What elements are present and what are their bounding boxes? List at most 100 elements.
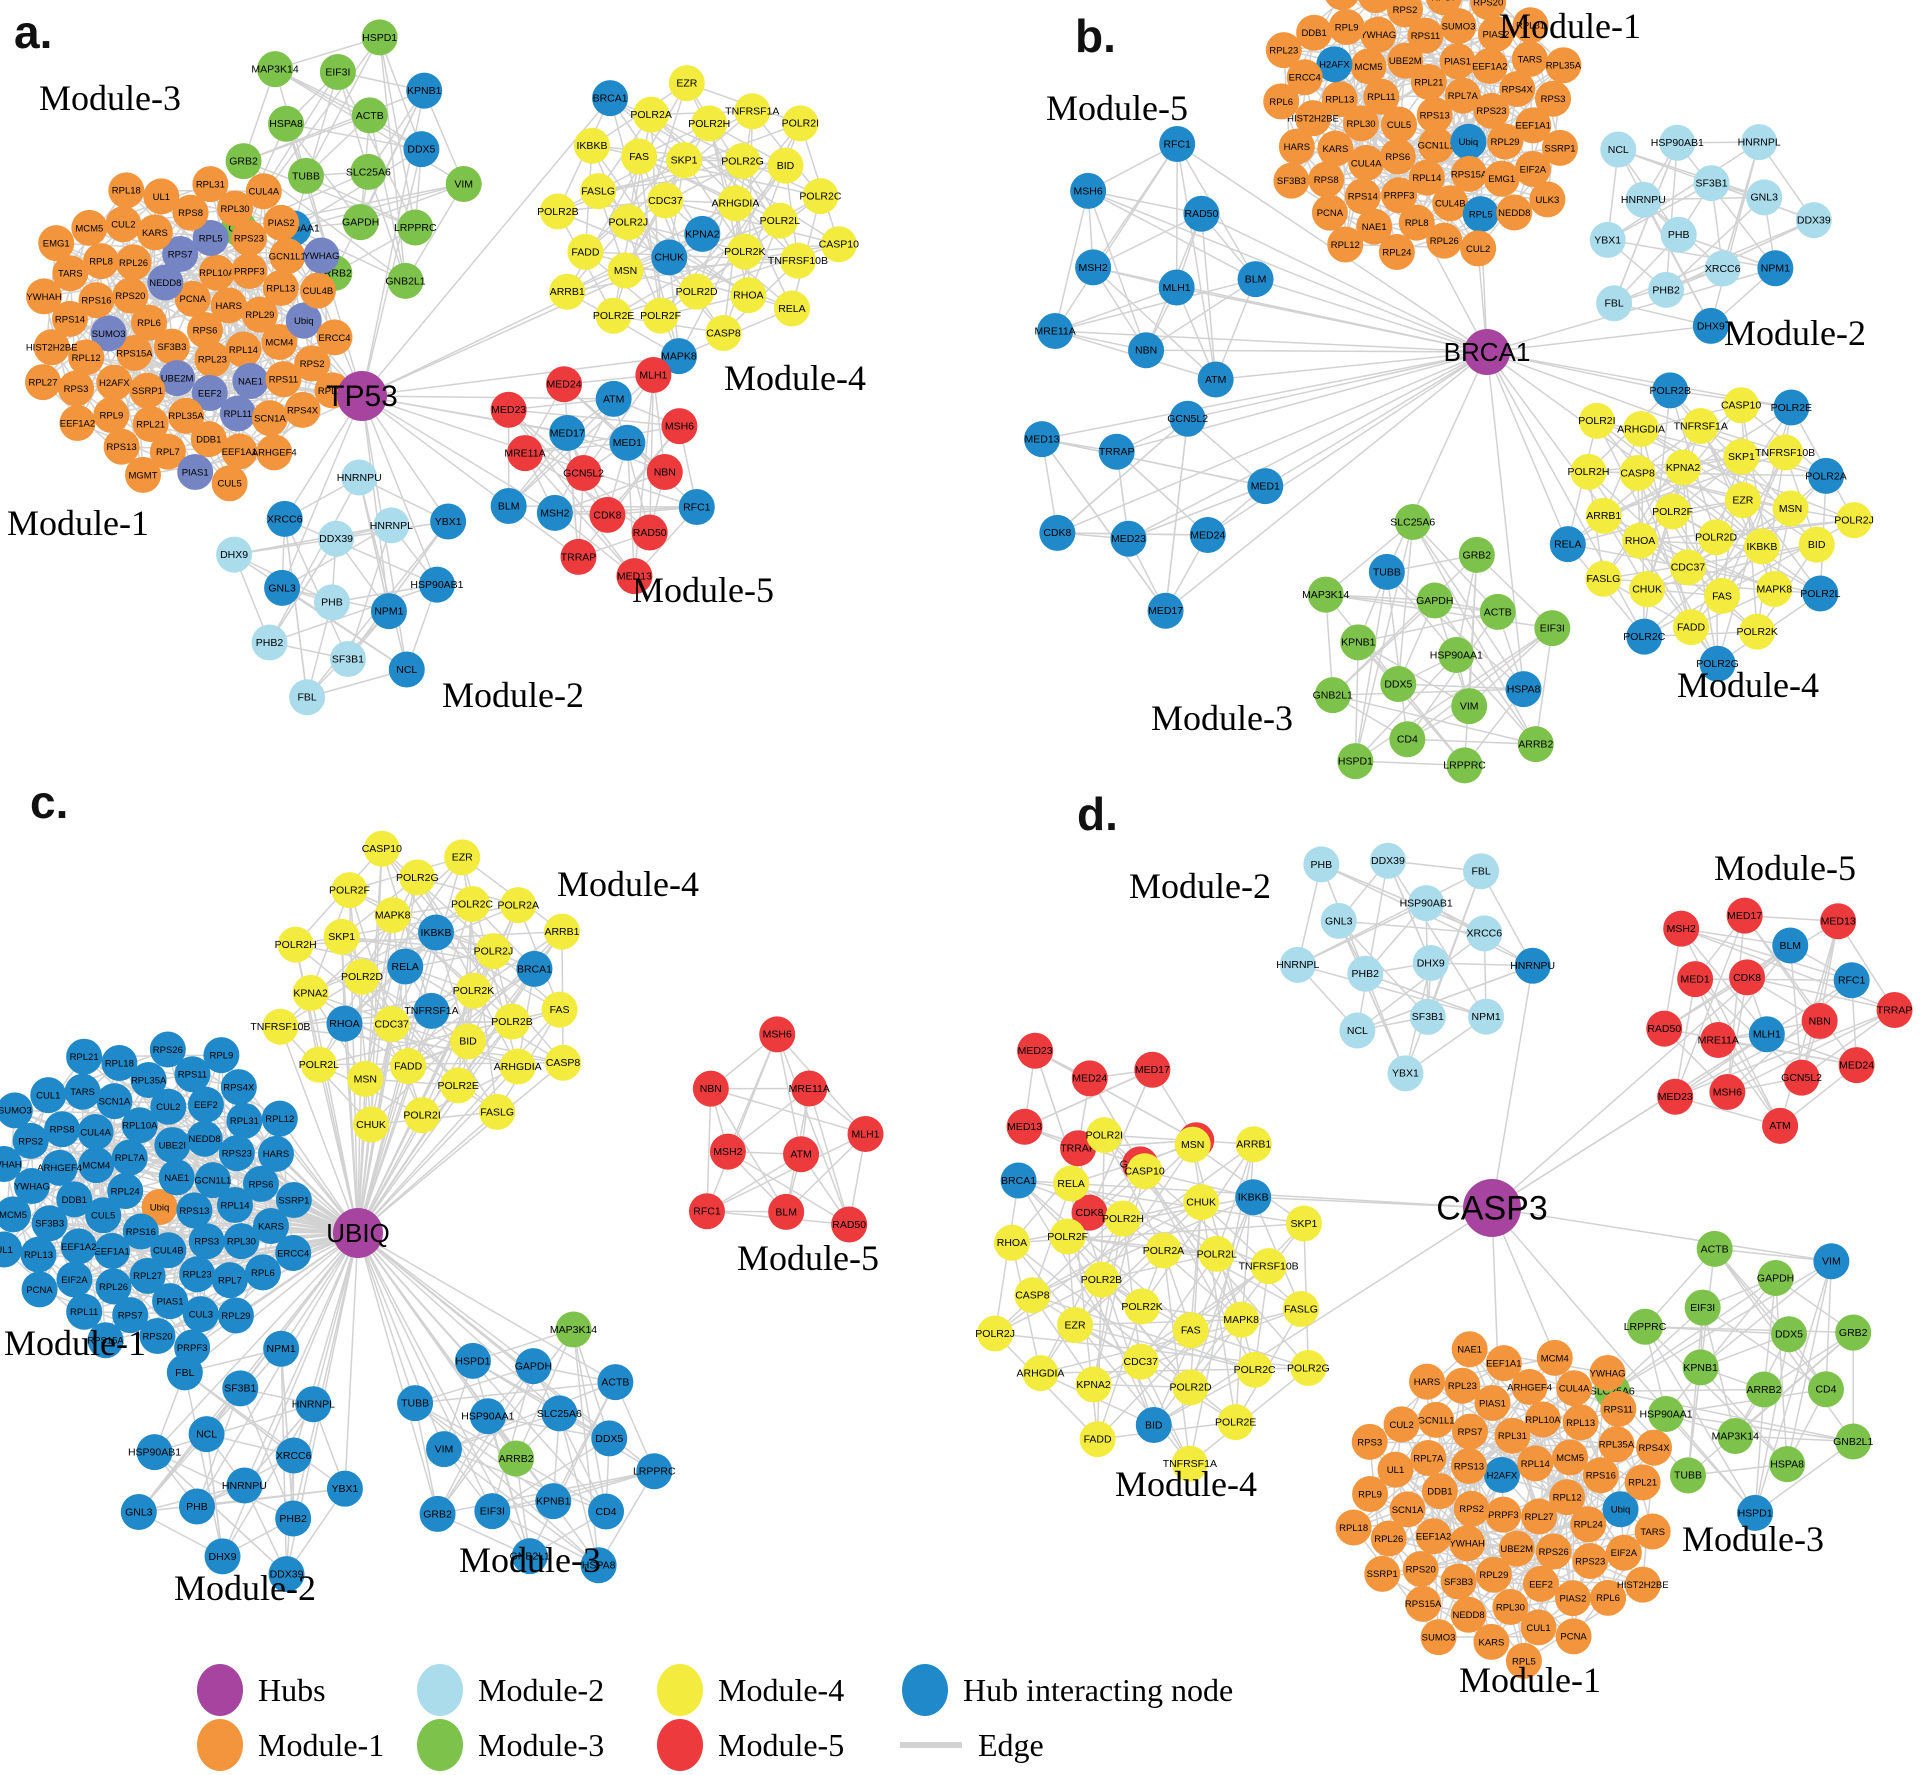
gene-node[interactable] (1552, 1439, 1589, 1476)
gene-node[interactable] (116, 334, 153, 371)
gene-node[interactable] (1682, 1349, 1719, 1386)
gene-node[interactable] (125, 456, 162, 493)
gene-node[interactable] (1217, 1404, 1254, 1441)
gene-node[interactable] (56, 1181, 93, 1218)
gene-node[interactable] (263, 204, 300, 241)
gene-node[interactable] (373, 1005, 410, 1042)
gene-node[interactable] (397, 1385, 434, 1422)
gene-node[interactable] (1135, 1406, 1172, 1443)
gene-node[interactable] (1496, 194, 1533, 231)
gene-node[interactable] (692, 1070, 729, 1107)
gene-node[interactable] (1629, 571, 1666, 608)
gene-node[interactable] (1473, 92, 1510, 129)
gene-node[interactable] (1549, 526, 1586, 563)
gene-node[interactable] (631, 514, 668, 551)
gene-node[interactable] (1070, 172, 1107, 209)
gene-node[interactable] (1235, 1126, 1272, 1163)
gene-node[interactable] (1623, 410, 1660, 447)
gene-node[interactable] (1756, 571, 1793, 608)
gene-node[interactable] (1648, 271, 1685, 308)
gene-node[interactable] (1379, 138, 1416, 175)
gene-node[interactable] (440, 1067, 477, 1104)
gene-node[interactable] (847, 1115, 884, 1152)
gene-node[interactable] (1286, 59, 1323, 96)
gene-node[interactable] (1698, 519, 1735, 556)
gene-node[interactable] (168, 397, 205, 434)
gene-node[interactable] (1328, 8, 1365, 45)
gene-node[interactable] (1739, 613, 1776, 650)
gene-node[interactable] (717, 185, 754, 222)
gene-node[interactable] (1835, 1314, 1872, 1351)
gene-node[interactable] (1514, 947, 1551, 984)
gene-node[interactable] (1453, 1490, 1490, 1527)
hub-node[interactable] (1463, 1179, 1521, 1237)
gene-node[interactable] (759, 1016, 796, 1053)
gene-node[interactable] (1492, 1588, 1529, 1625)
gene-node[interactable] (1624, 1566, 1661, 1603)
gene-node[interactable] (194, 341, 231, 378)
gene-node[interactable] (1659, 124, 1696, 161)
gene-node[interactable] (1104, 1200, 1141, 1237)
gene-node[interactable] (1389, 1491, 1426, 1528)
gene-node[interactable] (1409, 998, 1446, 1035)
gene-node[interactable] (387, 262, 424, 299)
gene-node[interactable] (449, 1023, 486, 1060)
gene-node[interactable] (300, 1046, 337, 1083)
gene-node[interactable] (831, 1206, 868, 1243)
gene-node[interactable] (1572, 1543, 1609, 1580)
gene-node[interactable] (1737, 1494, 1774, 1531)
gene-node[interactable] (1549, 1479, 1586, 1516)
gene-node[interactable] (1757, 1260, 1794, 1297)
gene-node[interactable] (1585, 560, 1622, 597)
gene-node[interactable] (1438, 637, 1475, 673)
gene-node[interactable] (1578, 402, 1615, 439)
gene-node[interactable] (136, 1434, 173, 1471)
gene-node[interactable] (1600, 131, 1637, 168)
gene-node[interactable] (1235, 1179, 1272, 1216)
gene-node[interactable] (326, 1470, 363, 1507)
gene-node[interactable] (387, 948, 424, 985)
gene-node[interactable] (1570, 453, 1607, 490)
gene-node[interactable] (1517, 1445, 1554, 1482)
gene-node[interactable] (705, 314, 742, 351)
gene-node[interactable] (454, 1342, 491, 1379)
gene-node[interactable] (1416, 582, 1453, 619)
gene-node[interactable] (268, 105, 305, 142)
gene-node[interactable] (1337, 743, 1374, 780)
gene-node[interactable] (993, 1224, 1030, 1261)
gene-node[interactable] (1536, 1339, 1573, 1376)
gene-node[interactable] (51, 300, 88, 337)
gene-node[interactable] (1380, 666, 1417, 703)
gene-node[interactable] (284, 391, 321, 428)
gene-node[interactable] (179, 1256, 216, 1293)
gene-node[interactable] (1344, 178, 1381, 215)
gene-node[interactable] (1285, 1205, 1322, 1242)
gene-node[interactable] (1522, 1565, 1559, 1602)
gene-node[interactable] (1387, 0, 1423, 28)
gene-node[interactable] (44, 1111, 81, 1148)
gene-node[interactable] (1351, 1423, 1388, 1460)
gene-node[interactable] (256, 434, 293, 471)
gene-node[interactable] (1483, 160, 1520, 197)
gene-node[interactable] (20, 1236, 57, 1273)
gene-node[interactable] (130, 1061, 167, 1098)
gene-node[interactable] (1405, 1585, 1442, 1622)
gene-node[interactable] (1470, 0, 1507, 21)
gene-node[interactable] (709, 1133, 746, 1170)
gene-node[interactable] (1835, 1423, 1872, 1460)
gene-node[interactable] (1145, 1232, 1182, 1269)
gene-node[interactable] (122, 1213, 159, 1250)
gene-node[interactable] (1677, 961, 1714, 998)
gene-node[interactable] (1773, 389, 1810, 426)
gene-node[interactable] (225, 143, 262, 180)
gene-node[interactable] (454, 885, 491, 922)
gene-node[interactable] (24, 364, 61, 401)
gene-node[interactable] (1770, 1316, 1807, 1353)
gene-node[interactable] (326, 1005, 363, 1042)
gene-node[interactable] (1014, 1277, 1051, 1314)
gene-node[interactable] (1387, 42, 1424, 79)
gene-node[interactable] (226, 1467, 263, 1504)
gene-node[interactable] (136, 214, 173, 251)
gene-node[interactable] (1724, 482, 1761, 519)
gene-node[interactable] (1704, 250, 1741, 287)
